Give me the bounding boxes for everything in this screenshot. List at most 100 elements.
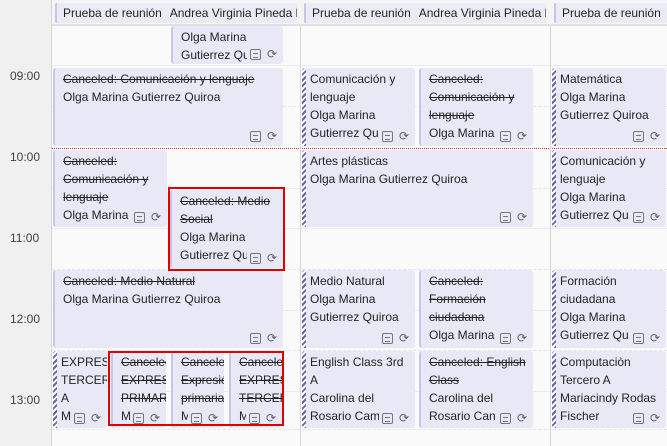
recurring-icon: ⟳ (516, 129, 528, 143)
event-organizer: Olga Marina Gutierrez Qu (310, 108, 379, 140)
event-icons: ⟳ (188, 411, 220, 425)
event-organizer: Carolina del Rosario Can (429, 391, 496, 423)
event-icons: ⟳ (247, 331, 279, 345)
calendar-event[interactable]: Canceled: Medio Natural Olga Marina Gutie… (53, 270, 283, 348)
recurring-icon: ⟳ (649, 331, 661, 345)
event-title: Formación ciudadana (560, 274, 617, 306)
event-title: Canceled: Comunicación y lenguaje (63, 154, 149, 204)
calendar-event[interactable]: Canceled: Comunicación y lenguaje Olga Ma… (53, 150, 167, 227)
event-organizer: Olga Marina Gutierrez Quiroa (63, 292, 221, 306)
event-title: Comunicación y lenguaje (310, 72, 396, 104)
notes-icon (382, 131, 393, 142)
notes-icon (633, 333, 644, 344)
time-label: 12:00 (10, 312, 41, 326)
half-hour-line (52, 269, 667, 270)
event-icons: ⟳ (130, 411, 162, 425)
notes-icon (250, 333, 261, 344)
event-organizer: Andrea Virginia Pineda l (169, 6, 297, 20)
event-title: Canceled: English Class (429, 355, 526, 387)
notes-icon (633, 131, 644, 142)
event-organizer: Olga Marina Gutierrez Qu (560, 190, 629, 222)
notes-icon (250, 131, 261, 142)
all-day-event[interactable]: Prueba de reunión Andrea Virginia Pineda … (304, 3, 546, 23)
event-icons: ⟳ (246, 411, 278, 425)
event-title: Canceled: Medio Natural (63, 274, 196, 288)
calendar-event[interactable]: Canceled: English Class Carolina del Rosa… (419, 351, 533, 428)
calendar-event[interactable]: Canceled: Medio Social Olga Marina Gutier… (170, 190, 283, 268)
hour-line (52, 65, 667, 66)
event-icons: ⟳ (630, 210, 662, 224)
calendar-event[interactable]: Canceled: EXPRESI PRIMAR M ⟳ (111, 351, 166, 428)
notes-icon (249, 413, 260, 424)
calendar-event[interactable]: Comunicación y lenguaje Olga Marina Gutie… (302, 68, 415, 146)
event-icons: ⟳ (379, 129, 411, 143)
event-title: Artes plásticas (310, 154, 389, 168)
calendar-event[interactable]: Canceled: Formación ciudadana Olga Marina… (419, 270, 533, 348)
event-organizer: Mariacindy Rodas Fischer (560, 391, 657, 423)
all-day-row: Prueba de reunión Andrea Virginia Pineda … (52, 0, 667, 26)
event-organizer: Olga Marina Gutierrez Quiroa (310, 292, 399, 324)
calendar-event[interactable]: Matemática Olga Marina Gutierrez Quiroa ⟳ (552, 68, 666, 146)
notes-icon (191, 413, 202, 424)
notes-icon (134, 212, 145, 223)
calendar-event[interactable]: Medio Natural Olga Marina Gutierrez Quiro… (302, 270, 415, 348)
calendar-event[interactable]: Comunicación y lenguaje Olga Marina Gutie… (552, 150, 666, 227)
event-title: English Class 3rd A (310, 355, 404, 387)
event-organizer: Olga Marina (429, 328, 495, 342)
recurring-icon: ⟳ (516, 331, 528, 345)
event-organizer: Olga Marina Gutierrez Quiroa (560, 90, 649, 122)
calendar-event[interactable]: Cancele EXPRESI TERCER M ⟳ (229, 351, 282, 428)
event-icons: ⟳ (379, 411, 411, 425)
notes-icon (500, 212, 511, 223)
calendar-event[interactable]: Olga Marina Gutierrez Qu ⟳ (171, 26, 283, 64)
calendar-event[interactable]: Cancele Expresió primariaMar⟳ (171, 351, 224, 428)
event-title: Prueba de reunión (562, 6, 661, 20)
recurring-icon: ⟳ (266, 47, 278, 61)
event-organizer: Carolina del Rosario Camey Morales (310, 391, 393, 428)
notes-icon (633, 413, 644, 424)
event-organizer: M (61, 409, 71, 423)
event-title: Cancele EXPRESI TERCER (239, 355, 282, 405)
recurring-icon: ⟳ (266, 129, 278, 143)
event-icons: ⟳ (247, 251, 279, 265)
notes-icon (133, 413, 144, 424)
recurring-icon: ⟳ (266, 331, 278, 345)
calendar-event[interactable]: Canceled: Comunicación y lenguaje Olga Ma… (419, 68, 533, 146)
recurring-icon: ⟳ (649, 129, 661, 143)
calendar-event[interactable]: Computaciòn Tercero A Mariacindy Rodas Fi… (552, 351, 666, 428)
event-icons: ⟳ (630, 129, 662, 143)
event-title: Canceled: Formación ciudadana (429, 274, 486, 324)
event-title: Canceled: EXPRESI PRIMAR (121, 355, 166, 405)
event-title: Canceled: Comunicación y lenguaje (429, 72, 515, 122)
current-time-line (52, 148, 667, 149)
all-day-event[interactable]: Prueba de reunión Andrea Virginia Pineda … (55, 3, 297, 23)
day-divider (550, 0, 551, 446)
notes-icon (74, 413, 85, 424)
half-hour-line (52, 350, 667, 351)
recurring-icon: ⟳ (516, 411, 528, 425)
notes-icon (500, 413, 511, 424)
notes-icon (382, 413, 393, 424)
calendar-event[interactable]: Formación ciudadana Olga Marina Gutierrez… (552, 270, 666, 348)
notes-icon (633, 212, 644, 223)
event-icons: ⟳ (247, 129, 279, 143)
event-icons: ⟳ (131, 210, 163, 224)
calendar-event[interactable]: EXPRESI TERCERO A M ⟳ (53, 351, 107, 428)
recurring-icon: ⟳ (90, 411, 102, 425)
calendar-event[interactable]: Artes plásticas Olga Marina Gutierrez Qui… (302, 150, 533, 227)
event-icons: ⟳ (630, 411, 662, 425)
event-organizer: Olga Marina Gutierrez Qu (560, 310, 629, 342)
recurring-icon: ⟳ (265, 411, 277, 425)
notes-icon (250, 49, 261, 60)
notes-icon (500, 333, 511, 344)
half-hour-line (52, 429, 667, 430)
recurring-icon: ⟳ (398, 129, 410, 143)
event-icons: ⟳ (247, 47, 279, 61)
calendar-event[interactable]: English Class 3rd A Carolina del Rosario … (302, 351, 415, 428)
notes-icon (250, 253, 261, 264)
event-title: Comunicación y lenguaje (560, 154, 646, 186)
event-icons: ⟳ (379, 331, 411, 345)
recurring-icon: ⟳ (207, 411, 219, 425)
calendar-event[interactable]: Canceled: Comunicación y lenguaje Olga Ma… (53, 68, 283, 146)
